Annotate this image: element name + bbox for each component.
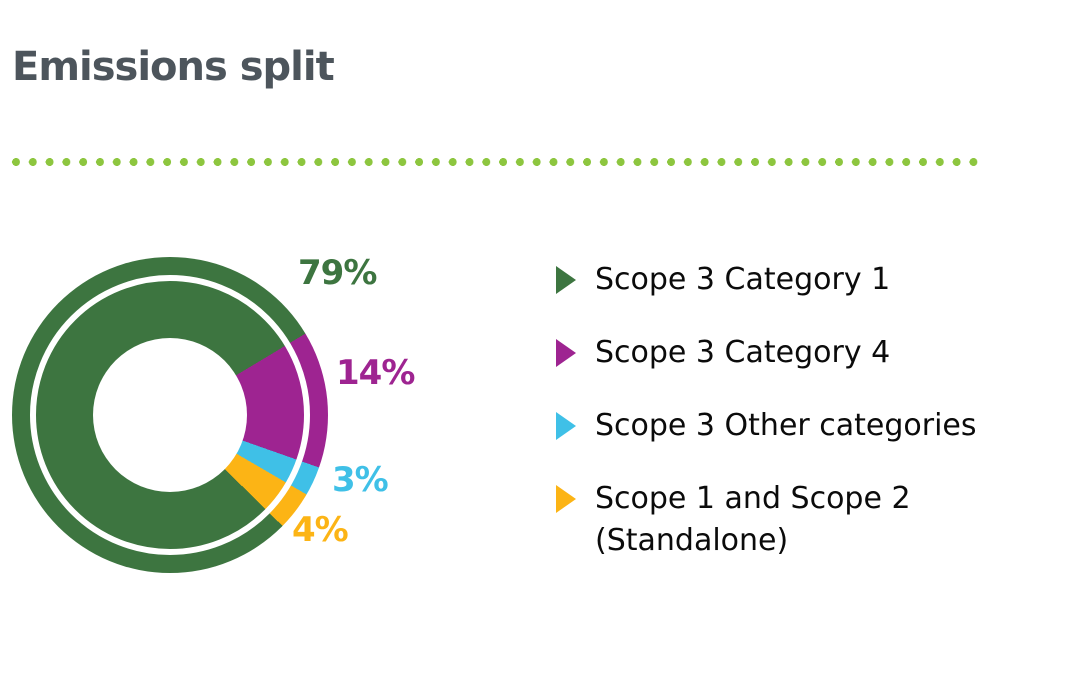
chart-legend: Scope 3 Category 1 Scope 3 Category 4 Sc… <box>556 259 1026 562</box>
slice-label-scope3-category1: 79% <box>298 253 377 293</box>
triangle-right-icon <box>556 339 576 367</box>
legend-item-scope1-scope2: Scope 1 and Scope 2 (Standalone) <box>556 478 1026 562</box>
dotted-divider <box>8 156 984 168</box>
page-title: Emissions split <box>12 44 335 90</box>
triangle-right-icon <box>556 485 576 513</box>
legend-label: Scope 1 and Scope 2 (Standalone) <box>595 481 911 558</box>
slice-label-scope1-scope2: 4% <box>292 510 349 550</box>
legend-item-scope3-category4: Scope 3 Category 4 <box>556 332 1026 374</box>
donut-decor-white-ring-icon <box>30 275 310 555</box>
legend-label: Scope 3 Other categories <box>595 408 977 443</box>
triangle-right-icon <box>556 266 576 294</box>
donut-hole <box>93 338 247 492</box>
slice-label-scope3-other: 3% <box>332 460 389 500</box>
legend-item-scope3-other: Scope 3 Other categories <box>556 405 1026 447</box>
legend-label: Scope 3 Category 1 <box>595 262 891 297</box>
slice-label-scope3-category4: 14% <box>336 353 415 393</box>
legend-item-scope3-category1: Scope 3 Category 1 <box>556 259 1026 301</box>
legend-label: Scope 3 Category 4 <box>595 335 891 370</box>
triangle-right-icon <box>556 412 576 440</box>
